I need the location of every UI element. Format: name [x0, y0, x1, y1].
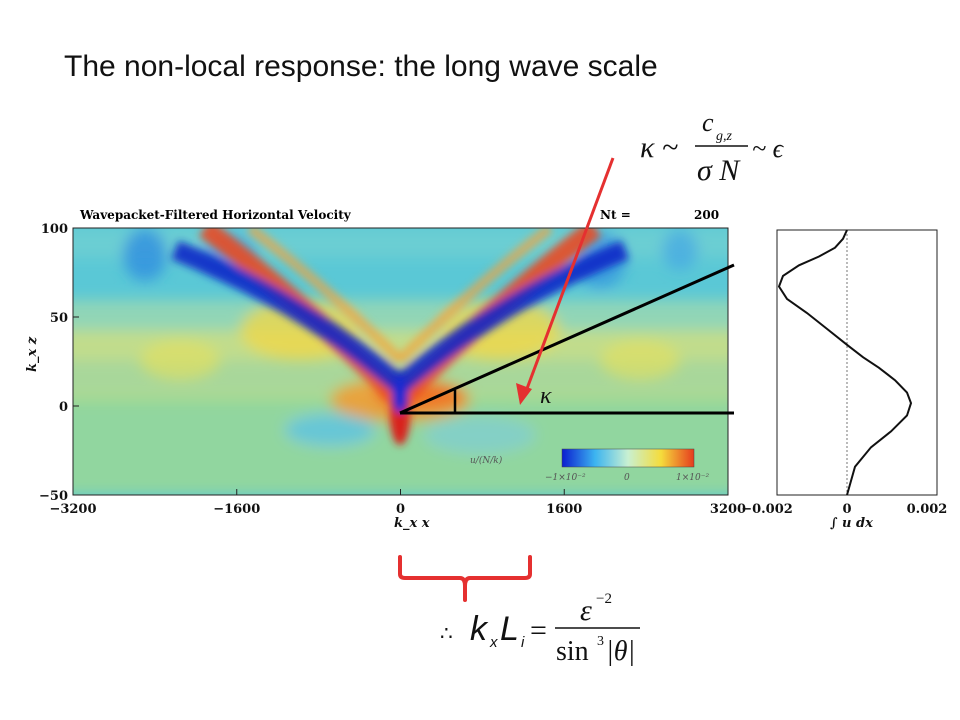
red-bracket	[398, 555, 532, 602]
red-arrow	[516, 157, 615, 405]
eq-bottom-L: L	[500, 610, 519, 648]
heatmap-x-tick-label: 0	[396, 502, 405, 517]
eq-bottom-den: sin	[556, 636, 589, 667]
eq-top-lhs: κ ~	[640, 131, 678, 164]
eq-bottom-equals: =	[530, 614, 547, 647]
heatmap-x-tick-label: 3200	[710, 502, 746, 517]
eq-bottom-den-arg: |θ|	[606, 636, 635, 667]
eq-top-rhs: ~ ϵ	[752, 134, 785, 163]
eq-top-num-c: c	[702, 108, 714, 137]
angle-annotation: κ	[399, 263, 735, 415]
heatmap-title: Wavepacket-Filtered Horizontal Velocity	[79, 208, 352, 222]
eq-bottom-marker: ∴	[440, 623, 453, 645]
eq-bottom-den-exp: 3	[597, 634, 604, 649]
integral-panel: −0.002 0 0.002 ∫ u dx	[741, 229, 947, 531]
eq-bottom-k-sub: x	[489, 634, 498, 651]
integral-curve	[777, 229, 913, 496]
heatmap-y-tick-label: −50	[39, 489, 68, 504]
heatmap-field	[73, 228, 728, 495]
eq-bottom-num: ε	[580, 594, 592, 627]
colorbar-tick-min: −1×10⁻²	[545, 473, 586, 483]
heatmap-y-ticks: 100 50 0 −50	[39, 222, 79, 504]
heatmap-x-ticks: −3200 −1600 0 1600 3200	[49, 489, 746, 517]
wave-slope-line	[399, 263, 735, 415]
kappa-label: κ	[540, 383, 552, 409]
heatmap-x-tick-label: −3200	[49, 502, 96, 517]
equation-top: κ ~ c g,z σ N ~ ϵ	[640, 108, 785, 187]
eq-bottom-num-exp: −2	[596, 591, 612, 607]
equation-bottom: ∴ k x L i = ε −2 sin 3 |θ|	[440, 591, 640, 667]
timestep-label: Nt =	[600, 208, 631, 222]
heatmap-x-tick-label: −1600	[213, 502, 260, 517]
heatmap-y-tick-label: 100	[41, 222, 68, 237]
heatmap-panel: Wavepacket-Filtered Horizontal Velocity …	[25, 208, 746, 531]
heatmap-y-axis-label: k_x z	[25, 336, 40, 372]
integral-x-ticks: −0.002 0 0.002	[741, 502, 947, 517]
arrow-head-icon	[516, 383, 532, 405]
eq-top-num-sub: g,z	[716, 129, 733, 144]
eq-bottom-L-sub: i	[521, 634, 525, 651]
colorbar-label: u/(N/k)	[470, 455, 503, 466]
heatmap-y-tick-label: 50	[50, 311, 68, 326]
integral-x-tick-label: 0	[842, 502, 851, 517]
eq-top-den: σ N	[697, 154, 741, 187]
colorbar: u/(N/k) −1×10⁻² 0 1×10⁻²	[470, 448, 709, 483]
colorbar-tick-zero: 0	[624, 473, 630, 483]
timestep-value: 200	[694, 208, 719, 222]
integral-plot-frame	[776, 229, 938, 496]
integral-x-axis-label: ∫ u dx	[830, 516, 873, 531]
slide-title: The non-local response: the long wave sc…	[64, 50, 658, 83]
heatmap-y-tick-label: 0	[59, 400, 68, 415]
eq-bottom-k: k	[470, 610, 489, 648]
integral-x-tick-label: 0.002	[907, 502, 948, 517]
colorbar-tick-max: 1×10⁻²	[676, 473, 709, 483]
heatmap-x-axis-label: k_x x	[394, 516, 430, 531]
heatmap-x-tick-label: 1600	[546, 502, 582, 517]
integral-x-tick-label: −0.002	[741, 502, 793, 517]
